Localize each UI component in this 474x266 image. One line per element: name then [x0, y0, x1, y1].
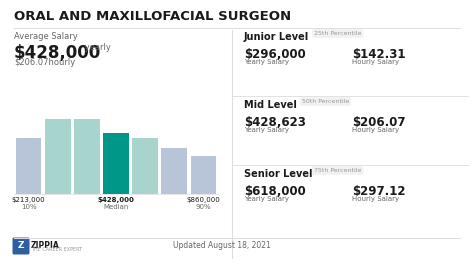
- Text: Yearly Salary: Yearly Salary: [244, 196, 289, 202]
- Text: yearly: yearly: [82, 43, 111, 52]
- Text: Mid Level: Mid Level: [244, 100, 297, 110]
- Bar: [74, 119, 100, 194]
- Text: $142.31: $142.31: [352, 48, 405, 61]
- Text: Hourly Salary: Hourly Salary: [352, 127, 399, 133]
- Bar: [191, 156, 216, 194]
- Text: Hourly Salary: Hourly Salary: [352, 196, 399, 202]
- Text: $428,000: $428,000: [14, 44, 101, 62]
- Text: Yearly Salary: Yearly Salary: [244, 127, 289, 133]
- Text: ORAL AND MAXILLOFACIAL SURGEON: ORAL AND MAXILLOFACIAL SURGEON: [14, 10, 291, 23]
- FancyBboxPatch shape: [12, 238, 29, 255]
- Bar: [45, 119, 71, 194]
- Text: Z: Z: [18, 242, 24, 251]
- Text: $206.07hourly: $206.07hourly: [14, 58, 75, 67]
- Text: Yearly Salary: Yearly Salary: [244, 59, 289, 65]
- Text: ZIPPIA: ZIPPIA: [31, 241, 60, 250]
- Text: $428,000: $428,000: [98, 197, 135, 203]
- Text: Senior Level: Senior Level: [244, 169, 312, 179]
- Text: 10%: 10%: [21, 204, 36, 210]
- Text: $428,623: $428,623: [244, 116, 306, 129]
- Text: Median: Median: [103, 204, 128, 210]
- Text: Hourly Salary: Hourly Salary: [352, 59, 399, 65]
- Text: $618,000: $618,000: [244, 185, 306, 198]
- Text: 90%: 90%: [196, 204, 211, 210]
- Text: 50th Percentile: 50th Percentile: [302, 99, 349, 104]
- Text: $297.12: $297.12: [352, 185, 405, 198]
- Text: Updated August 18, 2021: Updated August 18, 2021: [173, 242, 271, 251]
- Bar: [162, 148, 187, 194]
- Text: $860,000: $860,000: [187, 197, 220, 203]
- Bar: [132, 138, 158, 194]
- Text: Average Salary: Average Salary: [14, 32, 78, 41]
- Text: 75th Percentile: 75th Percentile: [314, 168, 361, 173]
- Text: THE CAREER EXPERT: THE CAREER EXPERT: [31, 247, 82, 252]
- Text: $213,000: $213,000: [12, 197, 46, 203]
- Text: 25th Percentile: 25th Percentile: [314, 31, 361, 36]
- Text: $296,000: $296,000: [244, 48, 306, 61]
- Text: $206.07: $206.07: [352, 116, 405, 129]
- Bar: [16, 138, 41, 194]
- Bar: [103, 132, 129, 194]
- Text: Junior Level: Junior Level: [244, 32, 309, 42]
